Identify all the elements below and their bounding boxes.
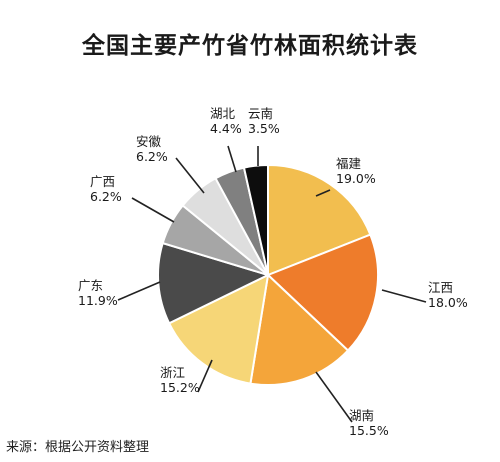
slice-label-value: 6.2% xyxy=(90,189,122,204)
pie-slice-福建 xyxy=(267,163,372,277)
leader-line-安徽 xyxy=(175,157,205,194)
slice-label-value: 15.2% xyxy=(160,380,200,395)
leader-line-江西 xyxy=(381,289,427,303)
slice-label-name: 福建 xyxy=(336,156,362,171)
leader-line-湖南 xyxy=(315,371,353,423)
slice-label-value: 4.4% xyxy=(210,121,242,136)
slice-label-name: 湖北 xyxy=(210,106,236,121)
source-note: 来源：根据公开资料整理 xyxy=(6,440,150,455)
leader-line-浙江 xyxy=(197,359,213,393)
leader-line-广西 xyxy=(131,197,175,223)
leader-line-湖北 xyxy=(227,145,237,173)
leader-line-福建 xyxy=(315,189,331,197)
slice-label-value: 3.5% xyxy=(248,121,280,136)
slice-label-value: 19.0% xyxy=(336,171,376,186)
slice-label-value: 18.0% xyxy=(428,295,468,310)
slice-label-name: 安徽 xyxy=(136,134,162,149)
slice-label-name: 浙江 xyxy=(160,365,185,380)
slice-label-name: 湖南 xyxy=(349,408,374,423)
slice-label-value: 15.5% xyxy=(349,423,389,438)
slice-label-value: 11.9% xyxy=(78,293,118,308)
pie-slice-云南 xyxy=(242,163,269,276)
leader-lines xyxy=(117,145,427,423)
slice-label-name: 广西 xyxy=(90,174,115,189)
slice-label-value: 6.2% xyxy=(136,149,168,164)
leader-line-广东 xyxy=(117,281,161,301)
slice-labels: 福建19.0%江西18.0%湖南15.5%浙江15.2%广东11.9%广西6.2… xyxy=(78,106,468,438)
pie-slice-江西 xyxy=(266,233,379,352)
pie-slice-浙江 xyxy=(167,273,270,385)
pie-slice-广东 xyxy=(157,241,271,325)
slice-label-name: 云南 xyxy=(248,106,273,121)
slice-label-name: 江西 xyxy=(428,280,453,295)
pie-slices xyxy=(157,163,379,386)
pie-slice-湖南 xyxy=(249,272,350,386)
slice-label-name: 广东 xyxy=(78,278,103,293)
chart-title: 全国主要产竹省竹林面积统计表 xyxy=(82,33,418,59)
